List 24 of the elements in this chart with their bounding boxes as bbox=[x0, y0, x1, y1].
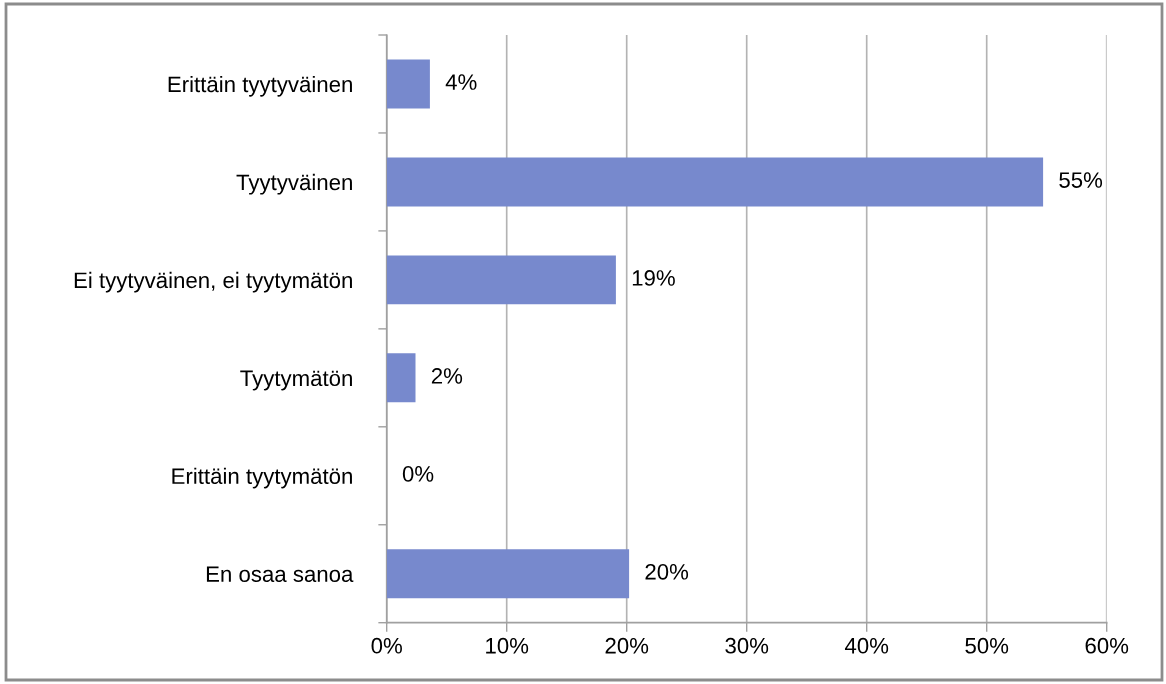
bar bbox=[386, 157, 1044, 207]
y-tick-label: Tyytymätön bbox=[240, 370, 352, 391]
y-tick-label: En osaa sanoa bbox=[206, 566, 354, 582]
x-tick-label: 30% bbox=[725, 637, 769, 654]
x-tick-label: 40% bbox=[844, 637, 889, 654]
bar bbox=[386, 353, 416, 403]
y-tick-label: Erittäin tyytymätön bbox=[172, 467, 352, 489]
y-tick-label: Ei tyytyväinen, ei tyytymätön bbox=[74, 271, 352, 293]
x-tick-label: 0% bbox=[371, 637, 402, 654]
data-label: 55% bbox=[1059, 172, 1103, 188]
data-label: 2% bbox=[431, 368, 463, 384]
x-tick-label: 20% bbox=[605, 637, 649, 654]
y-tick-label: Tyytyväinen bbox=[236, 173, 352, 195]
bar bbox=[386, 255, 616, 305]
data-label: 20% bbox=[645, 563, 689, 580]
data-label: 0% bbox=[402, 466, 434, 482]
x-tick-label: 10% bbox=[486, 637, 529, 654]
data-label: 19% bbox=[632, 270, 675, 286]
data-label: 4% bbox=[445, 74, 477, 90]
x-tick-label: 50% bbox=[965, 637, 1009, 654]
x-tick-label: 60% bbox=[1085, 637, 1129, 654]
bar bbox=[386, 549, 630, 599]
y-tick-label: Erittäin tyytyväinen bbox=[168, 75, 352, 97]
bar bbox=[386, 59, 430, 109]
